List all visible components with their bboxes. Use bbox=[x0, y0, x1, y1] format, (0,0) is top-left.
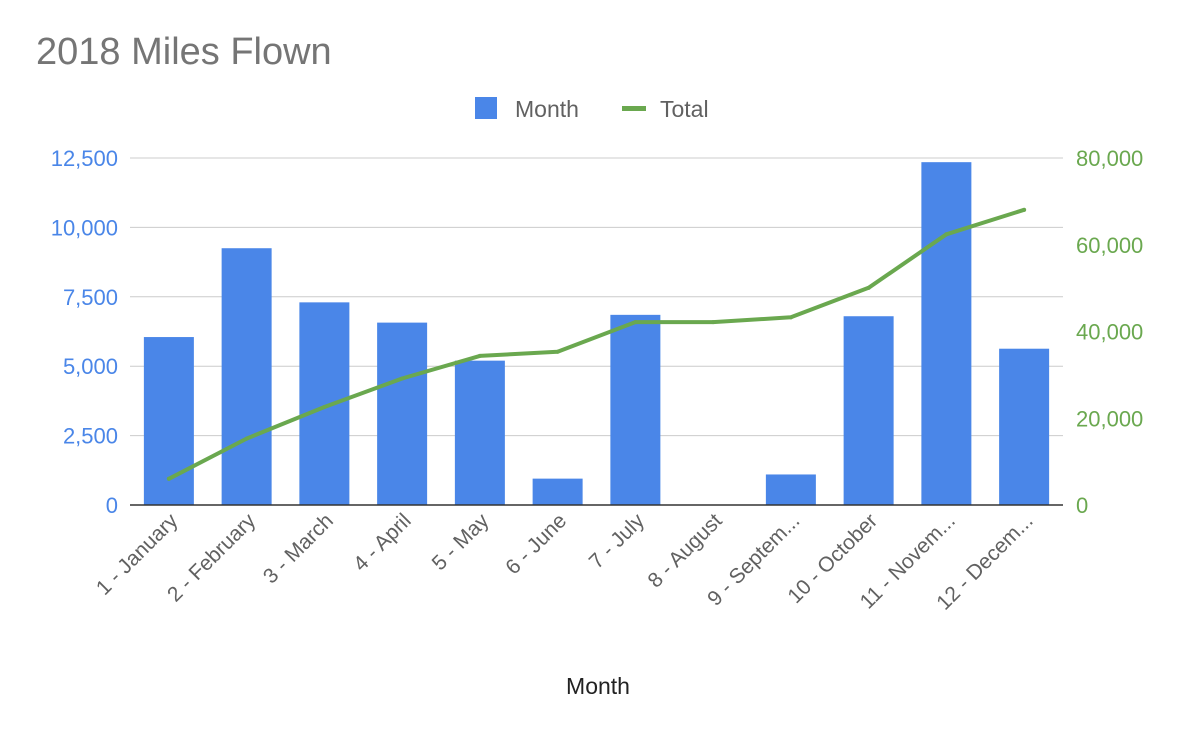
y-axis-right: 0 20,000 40,000 60,000 80,000 bbox=[1076, 146, 1143, 518]
y-right-tick-label: 60,000 bbox=[1076, 233, 1143, 258]
bar bbox=[765, 474, 816, 505]
line-point bbox=[944, 232, 949, 237]
bar bbox=[843, 316, 894, 505]
y-right-tick-label: 20,000 bbox=[1076, 406, 1143, 431]
line-point bbox=[244, 436, 249, 441]
bar bbox=[999, 348, 1050, 505]
x-tick-label: 3 - March bbox=[259, 509, 338, 588]
y-left-tick-label: 10,000 bbox=[51, 215, 118, 240]
x-axis-title: Month bbox=[566, 673, 630, 699]
y-right-tick-label: 80,000 bbox=[1076, 146, 1143, 171]
line-point bbox=[866, 285, 871, 290]
line-point bbox=[788, 315, 793, 320]
line-point bbox=[477, 353, 482, 358]
y-left-tick-label: 7,500 bbox=[63, 285, 118, 310]
y-left-tick-label: 2,500 bbox=[63, 424, 118, 449]
bar bbox=[532, 478, 583, 505]
legend-label-total: Total bbox=[660, 96, 709, 122]
bar bbox=[377, 322, 428, 505]
line-point bbox=[633, 320, 638, 325]
line-point bbox=[400, 376, 405, 381]
chart-title: 2018 Miles Flown bbox=[36, 31, 332, 73]
line-total bbox=[166, 207, 1027, 481]
bar bbox=[454, 360, 505, 505]
bar bbox=[221, 248, 272, 505]
y-left-tick-label: 0 bbox=[106, 493, 118, 518]
y-right-tick-label: 40,000 bbox=[1076, 320, 1143, 345]
y-axis-left: 0 2,500 5,000 7,500 10,000 12,500 bbox=[51, 146, 118, 518]
x-tick-label: 8 - August bbox=[644, 509, 727, 592]
bar bbox=[921, 162, 972, 505]
legend-swatch-total bbox=[622, 106, 646, 111]
bar bbox=[299, 302, 350, 505]
line-point bbox=[166, 476, 171, 481]
line-point bbox=[1022, 207, 1027, 212]
x-tick-label: 6 - June bbox=[501, 509, 571, 579]
legend-label-month: Month bbox=[515, 96, 579, 122]
x-tick-label: 7 - July bbox=[585, 509, 649, 573]
legend-swatch-month bbox=[475, 97, 497, 119]
y-left-tick-label: 5,000 bbox=[63, 354, 118, 379]
line-point bbox=[711, 320, 716, 325]
x-tick-label: 5 - May bbox=[428, 509, 494, 575]
x-tick-label: 4 - April bbox=[349, 509, 416, 576]
y-left-tick-label: 12,500 bbox=[51, 146, 118, 171]
gridlines bbox=[130, 157, 1063, 437]
line-series-total bbox=[166, 207, 1027, 481]
line-point bbox=[322, 404, 327, 409]
y-right-tick-label: 0 bbox=[1076, 493, 1088, 518]
bar bbox=[610, 314, 661, 505]
line-point bbox=[555, 349, 560, 354]
legend: Month Total bbox=[475, 96, 709, 122]
bars-series-month bbox=[143, 162, 1050, 505]
